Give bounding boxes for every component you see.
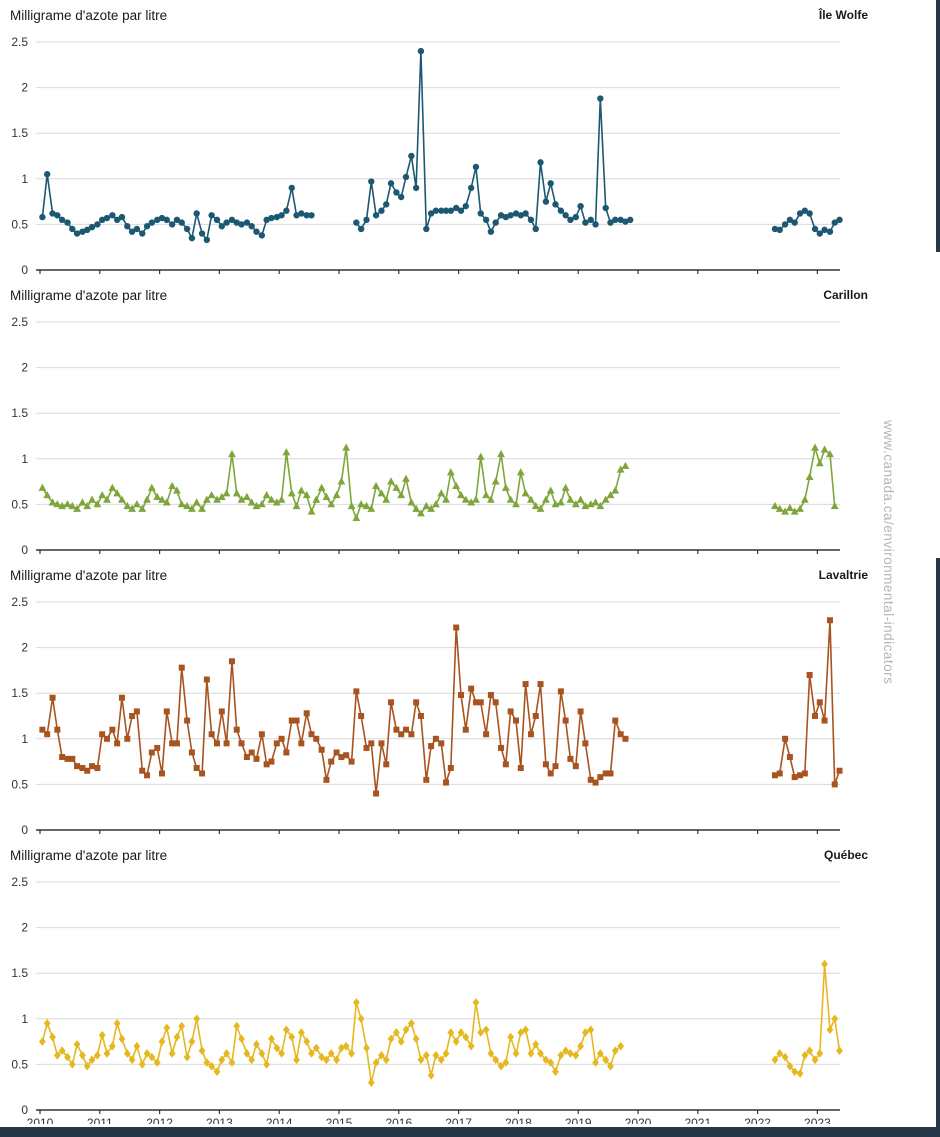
- svg-text:2: 2: [21, 921, 28, 935]
- svg-text:0.5: 0.5: [11, 497, 28, 511]
- plot-lavaltrie: 0 0.5 1 1.5 2 2.5: [11, 595, 843, 837]
- plot-carillon: 0 0.5 1 1.5 2 2.5: [11, 315, 840, 557]
- svg-text:2021: 2021: [684, 1116, 711, 1124]
- svg-text:2015: 2015: [326, 1116, 353, 1124]
- watermark-url: www.canada.ca/environmental-indicators: [881, 420, 896, 685]
- svg-text:1.5: 1.5: [11, 126, 28, 140]
- chart-header: Milligrame d'azote par litre Lavaltrie: [0, 566, 940, 592]
- svg-text:2016: 2016: [385, 1116, 412, 1124]
- svg-text:2022: 2022: [744, 1116, 771, 1124]
- svg-text:2.5: 2.5: [11, 315, 28, 329]
- svg-text:1: 1: [21, 172, 28, 186]
- footer-bar: [0, 1127, 940, 1137]
- svg-text:1.5: 1.5: [11, 966, 28, 980]
- svg-text:2.5: 2.5: [11, 875, 28, 889]
- plot-ile-wolfe: 0 0.5 1 1.5 2 2.5: [11, 35, 843, 277]
- svg-text:2010: 2010: [27, 1116, 54, 1124]
- chart-quebec: Milligrame d'azote par litre Québec 0 0.5…: [0, 846, 940, 1126]
- chart-header: Milligrame d'azote par litre Québec: [0, 846, 940, 872]
- svg-text:2014: 2014: [266, 1116, 293, 1124]
- svg-text:0.5: 0.5: [11, 777, 28, 791]
- station-label: Carillon: [823, 288, 868, 302]
- svg-text:2019: 2019: [565, 1116, 592, 1124]
- chart-ile-wolfe: Milligrame d'azote par litre Île Wolfe 0…: [0, 6, 940, 286]
- svg-text:1.5: 1.5: [11, 686, 28, 700]
- svg-text:2: 2: [21, 81, 28, 95]
- chart-header: Milligrame d'azote par litre Île Wolfe: [0, 6, 940, 32]
- svg-text:0: 0: [21, 263, 28, 277]
- y-axis-title: Milligrame d'azote par litre: [10, 8, 168, 23]
- svg-text:2: 2: [21, 361, 28, 375]
- svg-text:0.5: 0.5: [11, 217, 28, 231]
- station-label: Québec: [823, 848, 868, 862]
- svg-text:2023: 2023: [804, 1116, 831, 1124]
- y-axis-title: Milligrame d'azote par litre: [10, 568, 168, 583]
- svg-text:2017: 2017: [445, 1116, 472, 1124]
- chart-lavaltrie: Milligrame d'azote par litre Lavaltrie 0…: [0, 566, 940, 846]
- y-axis-title: Milligrame d'azote par litre: [10, 288, 168, 303]
- svg-text:0: 0: [21, 823, 28, 837]
- svg-text:1: 1: [21, 452, 28, 466]
- chart-header: Milligrame d'azote par litre Carillon: [0, 286, 940, 312]
- y-axis-title: Milligrame d'azote par litre: [10, 848, 168, 863]
- svg-text:2.5: 2.5: [11, 35, 28, 49]
- svg-text:2: 2: [21, 641, 28, 655]
- svg-text:2018: 2018: [505, 1116, 532, 1124]
- right-edge-bar-top: [936, 0, 940, 252]
- svg-text:2011: 2011: [87, 1116, 113, 1124]
- svg-text:2.5: 2.5: [11, 595, 28, 609]
- right-edge-bar-bottom: [936, 558, 940, 1127]
- svg-text:1.5: 1.5: [11, 406, 28, 420]
- station-label: Lavaltrie: [818, 568, 868, 582]
- svg-text:0: 0: [21, 1103, 28, 1117]
- svg-text:2013: 2013: [206, 1116, 233, 1124]
- svg-text:1: 1: [21, 732, 28, 746]
- svg-text:2012: 2012: [146, 1116, 173, 1124]
- svg-text:0.5: 0.5: [11, 1057, 28, 1071]
- svg-text:2020: 2020: [625, 1116, 652, 1124]
- svg-text:1: 1: [21, 1012, 28, 1026]
- plot-quebec: 0 0.5 1 1.5 2 2.5 2010 2011 2012 2013 2014 2015 2016…: [11, 875, 843, 1124]
- svg-text:0: 0: [21, 543, 28, 557]
- station-label: Île Wolfe: [818, 8, 868, 22]
